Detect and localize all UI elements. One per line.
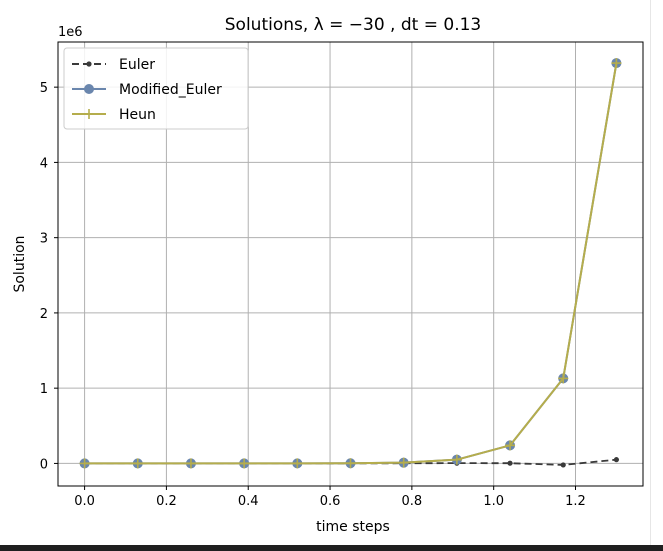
window-bottom-bar — [0, 545, 663, 551]
y-tick-label: 3 — [40, 232, 48, 247]
x-tick-label: 0.6 — [320, 494, 341, 509]
series-heun-point — [185, 458, 196, 469]
series-heun-point — [132, 458, 143, 469]
y-axis-label: Solution — [12, 235, 28, 292]
y-axis-ticks: 0 1 2 3 4 5 — [40, 81, 58, 472]
y-tick-label: 1 — [40, 382, 48, 397]
x-axis-ticks: 0.0 0.2 0.4 0.6 0.8 1.0 1.2 — [74, 486, 586, 509]
legend-euler: Euler — [72, 57, 155, 73]
y-offset-label: 1e6 — [58, 25, 83, 40]
x-tick-label: 0.2 — [156, 494, 177, 509]
legend-box — [63, 47, 249, 130]
x-tick-label: 0.0 — [74, 494, 95, 509]
legend-euler-label: Euler — [119, 57, 155, 73]
series-euler-point — [507, 460, 513, 466]
legend-heun-point — [84, 109, 94, 119]
legend-modified-euler-label: Modified_Euler — [119, 82, 222, 98]
series-heun-point — [292, 458, 303, 469]
y-tick-label: 0 — [40, 457, 48, 472]
plot-frame — [57, 41, 644, 487]
x-tick-label: 1.2 — [565, 494, 586, 509]
series-heun-point — [79, 458, 90, 469]
x-tick-label: 0.8 — [402, 494, 423, 509]
series-heun-point — [611, 58, 622, 69]
series-heun-point — [451, 454, 462, 465]
chart-title: Solutions, λ = −30 , dt = 0.13 — [225, 15, 481, 35]
legend-heun: Heun — [72, 107, 156, 123]
legend-heun-label: Heun — [119, 107, 156, 123]
y-tick-label: 4 — [40, 156, 48, 171]
series-layer — [79, 58, 622, 469]
x-tick-label: 1.0 — [483, 494, 504, 509]
series-heun-point — [505, 440, 516, 451]
y-tick-label: 5 — [40, 81, 48, 96]
series-euler-point — [613, 457, 620, 463]
legend-euler-point — [86, 61, 92, 67]
legend: Euler Modified_Euler Heun — [63, 47, 249, 130]
series-heun-point — [558, 373, 569, 384]
legend-modified-euler-point — [84, 84, 94, 94]
legend-modified-euler: Modified_Euler — [72, 82, 222, 98]
window-edge — [650, 0, 663, 545]
series-euler-point — [560, 462, 566, 468]
x-tick-label: 0.4 — [238, 494, 259, 509]
series-heun-point — [239, 458, 250, 469]
series-heun-point — [345, 458, 356, 469]
series-heun — [79, 58, 622, 469]
y-tick-label: 2 — [40, 307, 48, 322]
x-axis-label: time steps — [316, 519, 390, 535]
series-heun-point — [398, 457, 409, 468]
